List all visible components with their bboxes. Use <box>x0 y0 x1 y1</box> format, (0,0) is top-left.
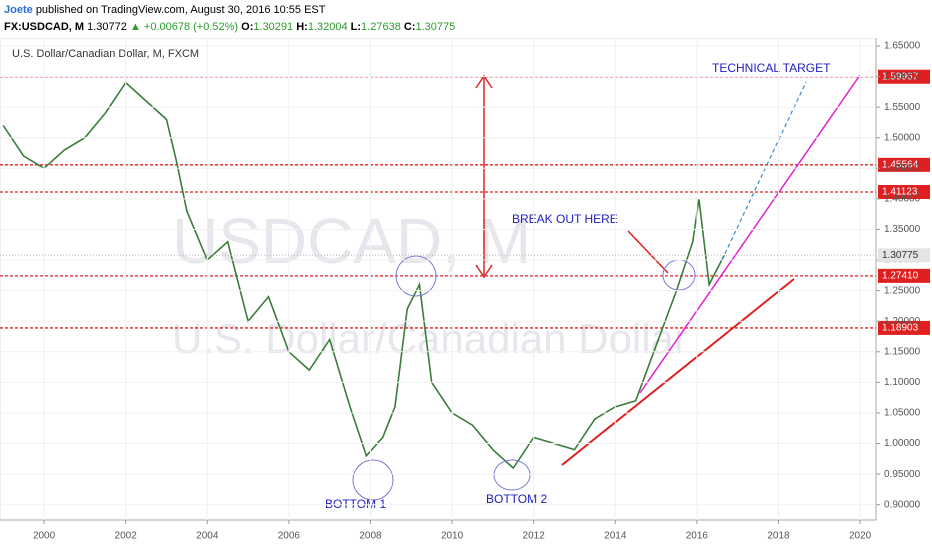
trendline <box>639 74 861 394</box>
x-tick-label: 2002 <box>115 531 138 542</box>
quote-line: FX:USDCAD, M 1.30772 ▲ +0.00678 (+0.52%)… <box>4 19 932 36</box>
x-tick-label: 2000 <box>33 531 56 542</box>
annotation: BOTTOM 2 <box>486 492 547 506</box>
symbol: FX:USDCAD, M <box>4 21 85 33</box>
ohlc-key: C: <box>403 21 416 33</box>
ohlc-value: 1.32004 <box>307 21 348 33</box>
ohlc: O:1.30291 H:1.32004 L:1.27638 C:1.30775 <box>241 21 455 33</box>
circle <box>352 459 394 501</box>
last-price-label: 1.30775 <box>882 250 919 261</box>
circle <box>493 459 531 491</box>
y-tick-label: 1.55000 <box>884 102 921 113</box>
level-label: 1.41123 <box>882 187 918 198</box>
x-tick-label: 2018 <box>767 531 790 542</box>
y-tick-label: 1.50000 <box>884 132 921 143</box>
ohlc-value: 1.30775 <box>415 21 456 33</box>
level-tag <box>878 320 930 335</box>
ohlc-value: 1.27638 <box>361 21 401 33</box>
author[interactable]: Joete <box>4 4 33 16</box>
breakout-arrow <box>627 230 669 274</box>
y-tick-label: 0.95000 <box>884 469 921 480</box>
change: ▲ +0.00678 (+0.52%) <box>129 21 239 33</box>
x-tick-label: 2016 <box>686 531 709 542</box>
level-tag <box>878 157 930 172</box>
header: Joete published on TradingView.com, Augu… <box>0 0 932 38</box>
level-tag <box>878 69 930 84</box>
trendline <box>561 278 795 466</box>
level-tag <box>878 268 930 283</box>
watermark: U.S. Dollar/Canadian Dollar <box>172 315 688 362</box>
x-tick-label: 2012 <box>523 531 546 542</box>
y-tick-label: 1.35000 <box>884 224 921 235</box>
plot-area <box>0 38 877 521</box>
annotation: TECHNICAL TARGET <box>712 61 831 75</box>
x-tick-label: 2004 <box>196 531 219 542</box>
ohlc-key: L: <box>350 21 362 33</box>
x-tick-label: 2010 <box>441 531 464 542</box>
y-tick-label: 1.40000 <box>884 194 921 205</box>
annotation: BOTTOM 1 <box>325 497 386 511</box>
target-arrow <box>721 81 807 261</box>
y-tick-label: 1.65000 <box>884 41 921 52</box>
level-label: 1.45564 <box>882 159 919 170</box>
x-tick-label: 2006 <box>278 531 301 542</box>
y-tick-label: 1.25000 <box>884 285 921 296</box>
y-tick-label: 1.10000 <box>884 377 921 388</box>
last-price-tag <box>878 248 930 263</box>
x-tick-label: 2014 <box>604 531 627 542</box>
published: published on TradingView.com, August 30,… <box>35 4 326 16</box>
level-label: 1.27410 <box>882 271 919 282</box>
level-label: 1.18903 <box>882 323 919 334</box>
y-tick-label: 1.60000 <box>884 71 921 82</box>
level-tag <box>878 185 930 200</box>
annotation: BREAK OUT HERE <box>512 212 618 226</box>
publish-line: Joete published on TradingView.com, Augu… <box>4 2 932 19</box>
chart-title: U.S. Dollar/Canadian Dollar, M, FXCM <box>12 48 199 60</box>
x-tick-label: 2020 <box>849 531 872 542</box>
watermark: USDCAD, M <box>172 205 531 277</box>
chart: USDCAD, M U.S. Dollar/Canadian Dollar U.… <box>0 38 930 542</box>
ohlc-value: 1.30291 <box>253 21 294 33</box>
y-tick-label: 1.15000 <box>884 346 921 357</box>
price-line <box>2 81 725 470</box>
ohlc-key: H: <box>296 21 308 33</box>
ohlc-key: O: <box>241 21 254 33</box>
level-label: 1.59967 <box>882 71 919 82</box>
y-tick-label: 1.20000 <box>884 316 921 327</box>
arrow-head <box>475 74 493 89</box>
x-tick-label: 2008 <box>359 531 382 542</box>
price: 1.30772 <box>87 21 127 33</box>
y-tick-label: 0.90000 <box>884 499 921 510</box>
y-tick-label: 1.00000 <box>884 438 921 449</box>
circle <box>395 255 437 297</box>
y-tick-label: 1.45000 <box>884 163 921 174</box>
arrow-head <box>475 264 493 279</box>
y-tick-label: 1.05000 <box>884 408 921 419</box>
